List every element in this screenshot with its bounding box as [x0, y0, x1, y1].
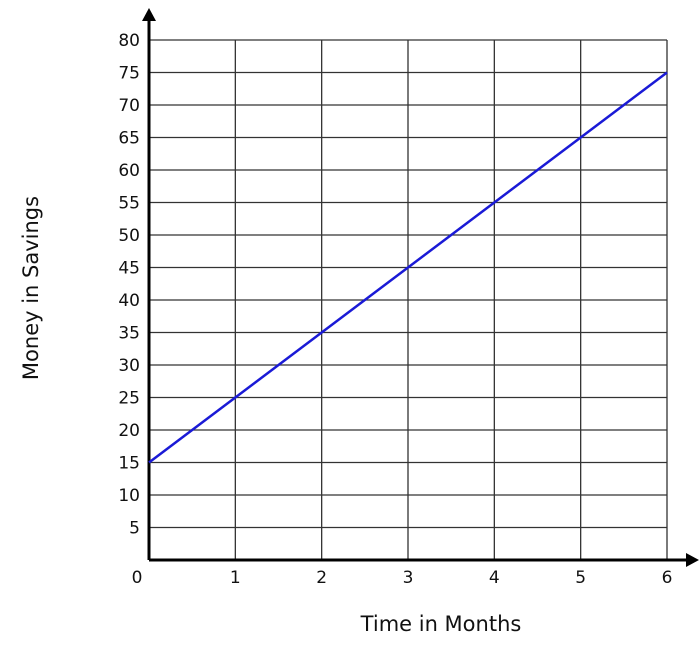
x-tick-label: 5 — [575, 568, 586, 588]
x-tick-label: 6 — [662, 568, 673, 588]
y-tick-label: 5 — [129, 519, 140, 539]
y-tick-label: 25 — [118, 389, 140, 409]
y-tick-label: 35 — [118, 324, 140, 344]
x-tick-label: 4 — [489, 568, 500, 588]
x-axis-title: Time in Months — [360, 612, 522, 636]
y-axis-title: Money in Savings — [19, 196, 43, 380]
y-tick-label: 80 — [118, 31, 140, 51]
y-tick-label: 15 — [118, 454, 140, 474]
y-tick-label: 55 — [118, 194, 140, 214]
y-axis-arrow — [142, 8, 156, 21]
x-tick-label: 2 — [316, 568, 327, 588]
series-line — [148, 71, 668, 464]
series — [148, 71, 668, 464]
x-tick-label: 0 — [132, 568, 143, 588]
grid — [149, 39, 668, 560]
y-tick-label: 65 — [118, 129, 140, 149]
x-tick-label: 1 — [230, 568, 241, 588]
y-tick-label: 30 — [118, 356, 140, 376]
x-tick-label: 3 — [403, 568, 414, 588]
y-tick-label: 70 — [118, 96, 140, 116]
y-tick-label: 10 — [118, 486, 140, 506]
y-tick-label: 50 — [118, 226, 140, 246]
y-tick-label: 20 — [118, 421, 140, 441]
y-tick-label: 45 — [118, 259, 140, 279]
y-tick-label: 75 — [118, 64, 140, 84]
y-tick-label: 60 — [118, 161, 140, 181]
axes — [142, 8, 699, 567]
y-tick-label: 40 — [118, 291, 140, 311]
x-axis-arrow — [686, 553, 699, 567]
